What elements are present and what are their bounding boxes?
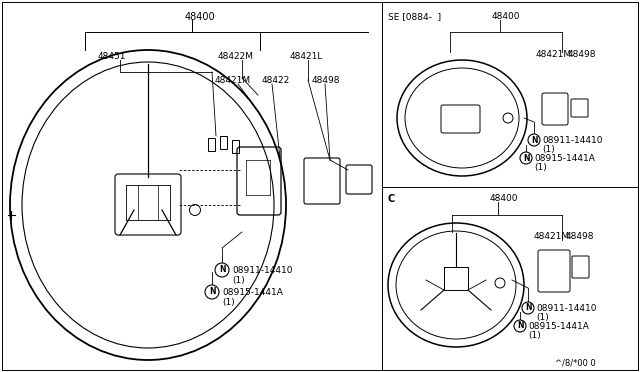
Text: 48498: 48498: [568, 50, 596, 59]
Circle shape: [514, 320, 526, 332]
Circle shape: [522, 302, 534, 314]
Text: 48400: 48400: [490, 194, 518, 203]
Text: 08915-1441A: 08915-1441A: [528, 322, 589, 331]
Bar: [232, 140, 239, 153]
Text: 48400: 48400: [185, 12, 216, 22]
Bar: [208, 138, 215, 151]
Text: 48421M: 48421M: [536, 50, 572, 59]
Text: 48421L: 48421L: [290, 52, 323, 61]
Text: (1): (1): [232, 276, 244, 285]
Text: 08915-1441A: 08915-1441A: [534, 154, 595, 163]
Text: (1): (1): [222, 298, 235, 307]
Text: N: N: [219, 266, 225, 275]
Text: 48498: 48498: [566, 232, 595, 241]
Text: N: N: [531, 135, 537, 144]
Circle shape: [528, 134, 540, 146]
Text: C: C: [388, 194, 396, 204]
Text: 48422M: 48422M: [218, 52, 254, 61]
Text: (1): (1): [528, 331, 541, 340]
Text: N: N: [516, 321, 524, 330]
Circle shape: [205, 285, 219, 299]
Text: N: N: [523, 154, 529, 163]
Text: 48422: 48422: [262, 76, 291, 85]
Circle shape: [503, 113, 513, 123]
Text: 08911-14410: 08911-14410: [232, 266, 292, 275]
Text: (1): (1): [542, 145, 555, 154]
Text: 48451: 48451: [98, 52, 127, 61]
Circle shape: [215, 263, 229, 277]
Text: 48498: 48498: [312, 76, 340, 85]
Bar: [220, 136, 227, 149]
Text: 48421M: 48421M: [215, 76, 251, 85]
Text: SE [0884-  ]: SE [0884- ]: [388, 12, 441, 21]
Circle shape: [495, 278, 505, 288]
Text: (1): (1): [536, 313, 548, 322]
Text: 08911-14410: 08911-14410: [536, 304, 596, 313]
Text: N: N: [209, 288, 215, 296]
Circle shape: [520, 152, 532, 164]
Text: 48421M: 48421M: [534, 232, 570, 241]
Text: 08915-1441A: 08915-1441A: [222, 288, 283, 297]
Text: 48400: 48400: [492, 12, 520, 21]
Text: ^/8/*00 0: ^/8/*00 0: [555, 358, 596, 367]
Text: (1): (1): [534, 163, 547, 172]
Text: N: N: [525, 304, 531, 312]
Text: 08911-14410: 08911-14410: [542, 136, 602, 145]
Circle shape: [189, 205, 200, 215]
